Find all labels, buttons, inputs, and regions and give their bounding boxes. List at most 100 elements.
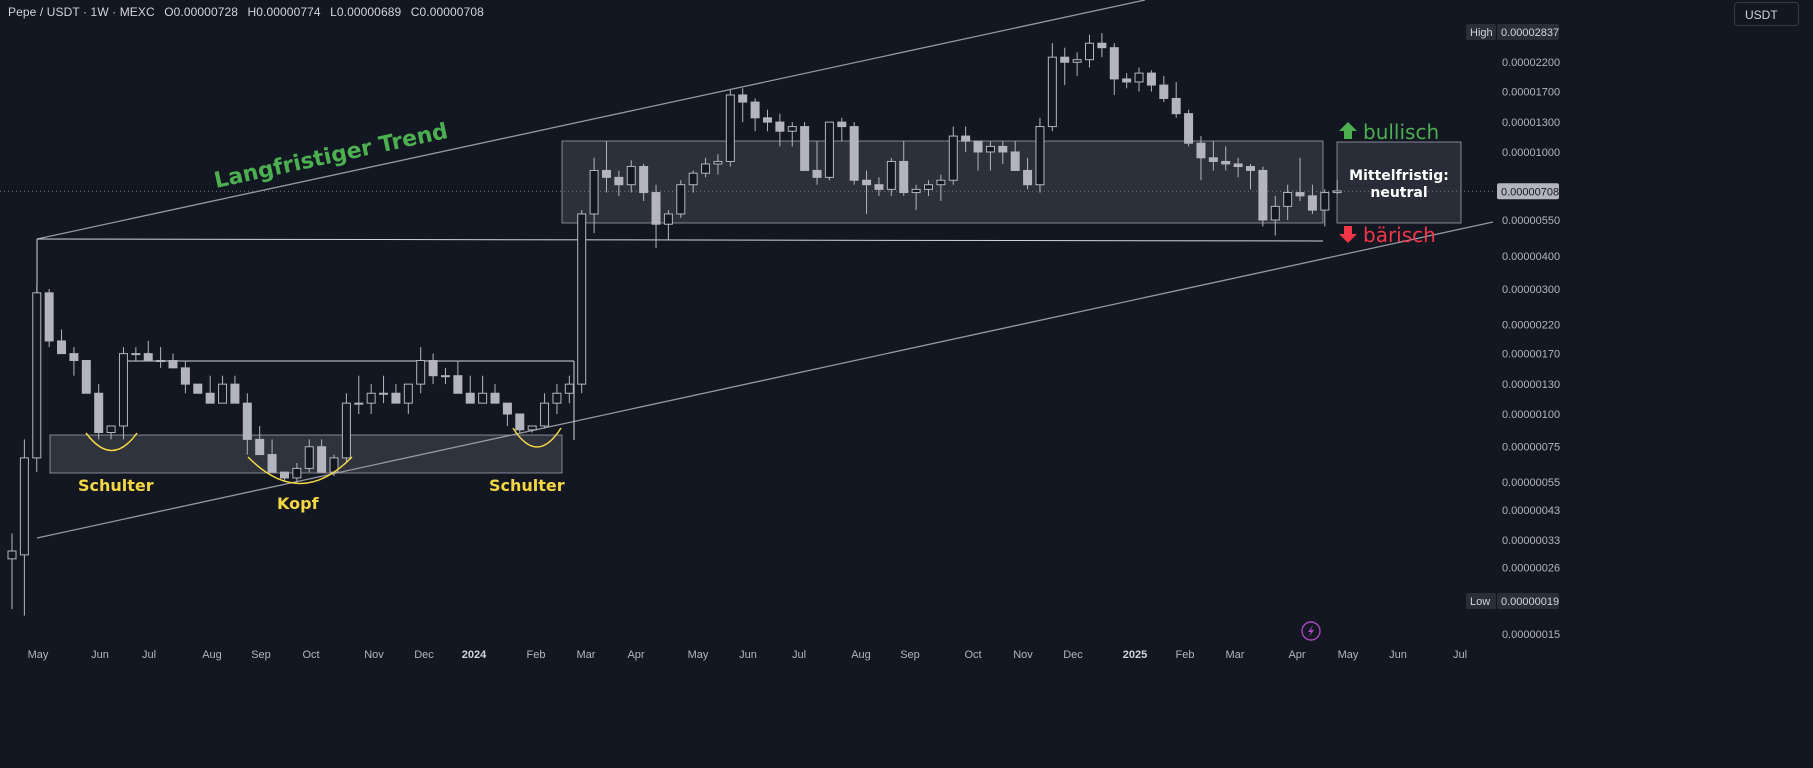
candle <box>601 141 611 193</box>
candle-body <box>911 188 921 194</box>
candle <box>391 384 401 404</box>
candle-body <box>403 383 413 404</box>
candle-body <box>1233 163 1243 168</box>
candle <box>725 89 735 167</box>
candle-body <box>824 121 834 178</box>
candle-body <box>948 135 958 181</box>
candle-body <box>1258 169 1268 221</box>
candle <box>837 117 847 142</box>
time-tick: Aug <box>851 649 871 661</box>
candle-body <box>1320 192 1330 211</box>
candle-body <box>32 292 42 459</box>
low-badge: Low 0.00000019 <box>1466 593 1559 609</box>
candle-body <box>205 392 215 404</box>
candle-body <box>1196 142 1206 159</box>
candle-body <box>1270 205 1280 221</box>
candle-body <box>106 425 116 433</box>
candle <box>824 121 834 181</box>
bearish-arrow-icon <box>1339 226 1357 243</box>
candle-body <box>985 145 995 153</box>
candle <box>317 439 327 473</box>
currency-selector[interactable]: USDT <box>1734 2 1799 26</box>
candle-body <box>738 94 748 103</box>
candle-body <box>515 413 525 431</box>
candle <box>180 360 190 394</box>
candle <box>366 384 376 414</box>
time-tick: Jul <box>792 649 806 661</box>
price-tick: 0.00000170 <box>1502 349 1560 361</box>
candle-body <box>341 402 351 459</box>
candle-body <box>614 176 624 186</box>
candle-body <box>242 402 252 440</box>
candle <box>1072 52 1082 76</box>
candle-body <box>44 292 54 342</box>
candle <box>1109 43 1119 95</box>
candle <box>948 126 958 185</box>
candle-body <box>1246 166 1255 171</box>
candle-body <box>1332 190 1342 194</box>
candle-body <box>1122 78 1132 83</box>
candle <box>255 425 265 456</box>
lightning-icon[interactable] <box>1301 621 1321 641</box>
candle-body <box>1159 84 1169 99</box>
candle <box>540 393 550 429</box>
low-badge-value: 0.00000019 <box>1501 596 1559 608</box>
candle <box>118 347 128 440</box>
candle-body <box>639 166 649 194</box>
candle <box>651 184 661 249</box>
candle <box>862 170 872 214</box>
candle-body <box>849 126 859 181</box>
symbol-label[interactable]: Pepe / USDT · 1W · MEXC <box>8 5 155 19</box>
time-tick: Feb <box>527 649 546 661</box>
candle-body <box>626 166 636 186</box>
candle-body <box>800 126 810 171</box>
candle <box>589 157 599 234</box>
candle <box>688 170 698 193</box>
candle-body <box>1208 157 1218 162</box>
candle-body <box>180 367 190 385</box>
candle <box>886 157 896 196</box>
lightning-icon-bolt <box>1308 625 1314 637</box>
candle <box>106 425 116 440</box>
time-tick: Jul <box>1453 649 1467 661</box>
candle <box>738 88 748 123</box>
candle <box>762 109 772 132</box>
candle-body <box>1010 151 1020 171</box>
time-tick: Oct <box>964 649 981 661</box>
candle <box>787 122 797 147</box>
price-tick: 0.00001300 <box>1502 117 1560 129</box>
candle-body <box>143 353 153 362</box>
candle <box>440 367 450 385</box>
candle <box>614 170 624 196</box>
high-badge-label-bg <box>1466 24 1496 40</box>
time-tick: May <box>688 649 709 661</box>
candle-body <box>168 360 178 369</box>
candle-body <box>787 126 797 132</box>
bearish-label: bärisch <box>1363 223 1436 247</box>
candle-body <box>440 375 450 378</box>
midterm-value: neutral <box>1370 185 1427 201</box>
price-tick: 0.00000400 <box>1502 251 1560 263</box>
candle-body <box>69 353 79 362</box>
time-tick: Jun <box>91 649 109 661</box>
candle <box>428 353 438 385</box>
bullish-arrow-icon <box>1339 122 1357 139</box>
candle-body <box>1072 59 1082 63</box>
candle-body <box>564 383 574 394</box>
lightning-icon-ring <box>1301 621 1321 641</box>
current-price-badge-value-bg <box>1497 183 1559 200</box>
candle <box>242 393 252 455</box>
candle <box>676 180 686 218</box>
low-badge-label: Low <box>1470 596 1490 608</box>
candle <box>1307 184 1317 214</box>
time-tick: May <box>28 649 49 661</box>
candle-body <box>267 454 277 473</box>
candle-body <box>1283 192 1293 207</box>
candle <box>267 439 277 473</box>
candle-body <box>465 392 475 404</box>
time-tick: Sep <box>900 649 920 661</box>
time-tick: Oct <box>302 649 319 661</box>
price-tick: 0.00001700 <box>1502 87 1560 99</box>
left-shoulder-label: Schulter <box>78 476 154 495</box>
